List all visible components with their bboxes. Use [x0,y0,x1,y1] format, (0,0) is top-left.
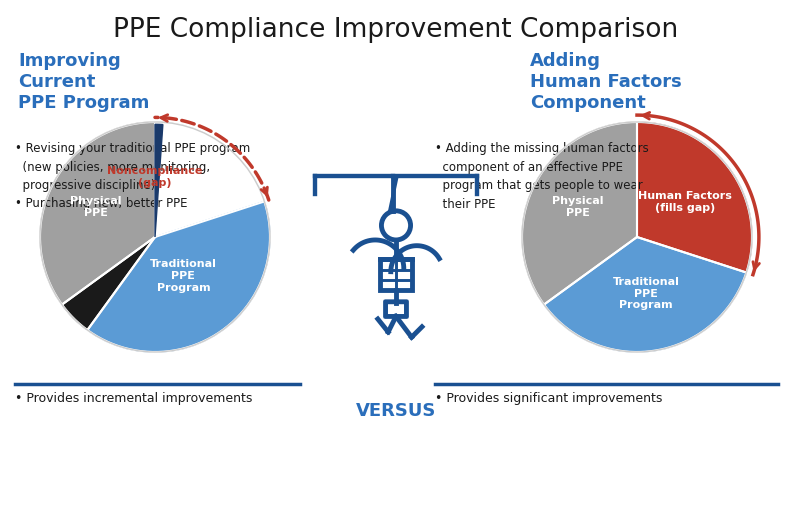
Text: Traditional
PPE
Program: Traditional PPE Program [612,277,680,311]
Polygon shape [522,122,637,305]
Text: Improving
Current
PPE Program: Improving Current PPE Program [18,52,150,112]
Text: • Provides significant improvements: • Provides significant improvements [435,392,662,405]
Polygon shape [87,201,270,352]
Polygon shape [40,122,155,305]
Text: Noncompliance
(gap): Noncompliance (gap) [107,167,203,188]
Polygon shape [544,237,746,352]
Text: Physical
PPE: Physical PPE [552,196,604,218]
Polygon shape [155,124,163,237]
Text: PPE Compliance Improvement Comparison: PPE Compliance Improvement Comparison [113,17,679,43]
Text: Physical
PPE: Physical PPE [70,196,121,218]
Text: Adding
Human Factors
Component: Adding Human Factors Component [530,52,682,112]
Text: • Provides incremental improvements: • Provides incremental improvements [15,392,253,405]
Text: Human Factors
(fills gap): Human Factors (fills gap) [638,191,733,212]
Text: • Adding the missing human factors
  component of an effective PPE
  program tha: • Adding the missing human factors compo… [435,142,649,210]
Polygon shape [637,122,752,272]
Text: Traditional
PPE
Program: Traditional PPE Program [150,259,217,293]
Text: VERSUS: VERSUS [356,402,436,420]
Circle shape [522,122,752,352]
Polygon shape [62,237,155,330]
Text: • Revising your traditional PPE program
  (new policies, more monitoring,
  prog: • Revising your traditional PPE program … [15,142,250,210]
Polygon shape [155,122,265,237]
Circle shape [40,122,270,352]
